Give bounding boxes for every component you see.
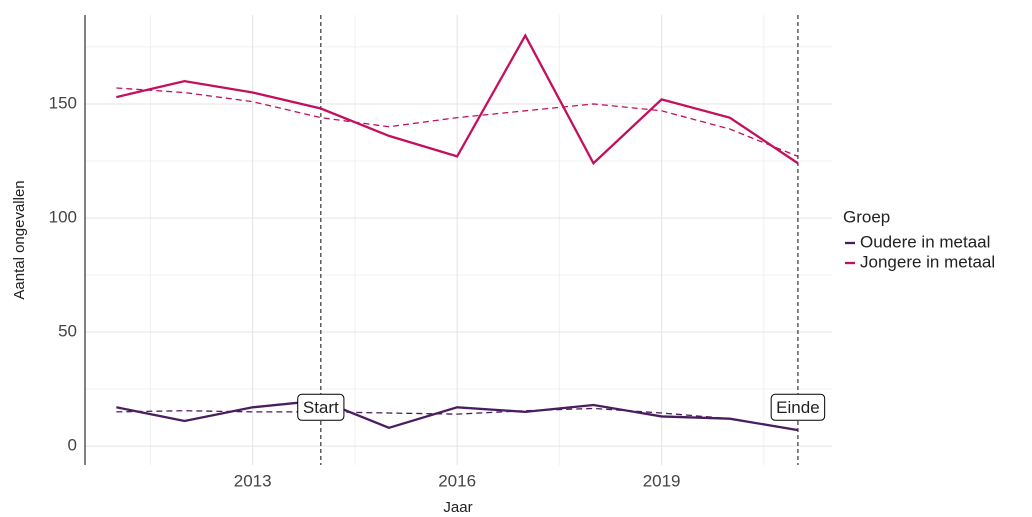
legend-title: Groep: [843, 207, 890, 226]
annotation-label: Einde: [776, 398, 819, 417]
annotation: Einde: [770, 393, 826, 421]
y-tick-label: 100: [49, 207, 77, 226]
y-axis-title: Aantal ongevallen: [11, 180, 28, 299]
legend-label: Oudere in metaal: [860, 232, 990, 251]
x-tick-label: 2019: [643, 471, 681, 490]
annotation-box: [297, 393, 345, 421]
y-tick-label: 50: [58, 322, 77, 341]
legend-label: Jongere in metaal: [860, 252, 995, 271]
trend-line: [116, 87, 799, 158]
annotation: Start: [297, 393, 345, 421]
y-tick-label: 150: [49, 93, 77, 112]
x-tick-label: 2013: [234, 471, 272, 490]
x-tick-label: 2016: [438, 471, 476, 490]
annotation-box: [770, 393, 826, 421]
y-tick-label: 0: [68, 436, 77, 455]
series-line: [116, 33, 799, 166]
annotation-label: Start: [303, 398, 339, 417]
x-axis-title: Jaar: [443, 499, 472, 516]
series-line: [116, 399, 799, 432]
